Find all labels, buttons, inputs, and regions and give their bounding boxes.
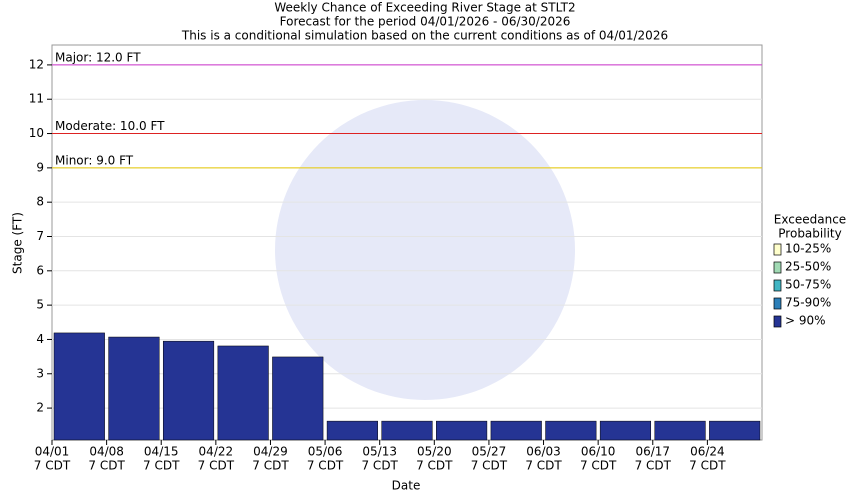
y-tick-label: 4 [36,332,44,346]
x-tick-label: 04/22 [199,445,234,459]
chart-subtitle: Forecast for the period 04/01/2026 - 06/… [280,15,571,29]
x-tick-label: 05/20 [417,445,452,459]
y-tick-label: 10 [29,126,44,140]
y-axis-label: Stage (FT) [11,212,25,274]
bar [108,336,160,441]
bar [436,420,488,441]
bar [381,420,433,441]
x-tick-sublabel: 7 CDT [635,459,672,473]
x-tick-label: 04/08 [89,445,124,459]
y-tick-label: 6 [36,263,44,277]
legend-swatch [773,315,782,328]
x-tick-label: 06/03 [526,445,561,459]
bar [53,332,105,441]
legend-label: 50-75% [785,278,831,292]
x-tick-sublabel: 7 CDT [525,459,562,473]
x-tick-label: 04/29 [253,445,288,459]
y-tick-label: 12 [29,57,44,71]
bar [272,356,324,441]
x-tick-sublabel: 7 CDT [361,459,398,473]
threshold-label: Moderate: 10.0 FT [55,119,165,133]
bar [545,420,597,441]
legend-label: 10-25% [785,242,831,256]
legend-label: > 90% [785,314,826,328]
x-tick-sublabel: 7 CDT [252,459,289,473]
x-tick-sublabel: 7 CDT [307,459,344,473]
legend-label: 75-90% [785,296,831,310]
threshold-label: Major: 12.0 FT [55,50,141,64]
legend-label: 25-50% [785,260,831,274]
x-tick-sublabel: 7 CDT [471,459,508,473]
bar [162,340,215,441]
y-tick-label: 5 [36,298,44,312]
x-tick-label: 05/13 [362,445,397,459]
x-tick-label: 06/10 [581,445,616,459]
x-tick-label: 06/24 [690,445,725,459]
x-tick-label: 05/06 [308,445,343,459]
bar [654,420,706,441]
chart-title: Weekly Chance of Exceeding River Stage a… [274,1,575,15]
x-tick-label: 06/17 [635,445,670,459]
legend-title: Probability [778,227,841,241]
legend-swatch [773,279,782,292]
y-tick-label: 8 [36,195,44,209]
x-tick-sublabel: 7 CDT [580,459,617,473]
x-tick-label: 05/27 [472,445,507,459]
chart-note: This is a conditional simulation based o… [181,29,668,43]
bar [326,420,378,441]
bar [599,420,652,441]
x-tick-sublabel: 7 CDT [34,459,71,473]
x-tick-sublabel: 7 CDT [143,459,180,473]
y-tick-label: 3 [36,366,44,380]
legend-swatch [773,261,782,274]
watermark [275,100,575,400]
x-tick-label: 04/15 [144,445,179,459]
legend-swatch [773,243,782,256]
bar [217,345,269,441]
legend-swatch [773,297,782,310]
x-tick-sublabel: 7 CDT [416,459,453,473]
x-tick-sublabel: 7 CDT [88,459,125,473]
x-axis-label: Date [392,479,421,493]
legend-title: Exceedance [774,213,846,227]
x-tick-sublabel: 7 CDT [689,459,726,473]
y-tick-label: 9 [36,160,44,174]
x-tick-label: 04/01 [35,445,70,459]
bar [490,420,542,441]
x-tick-sublabel: 7 CDT [198,459,235,473]
y-tick-label: 7 [36,229,44,243]
y-tick-label: 2 [36,401,44,415]
y-tick-label: 11 [29,92,44,106]
bar [709,420,761,441]
threshold-label: Minor: 9.0 FT [55,153,134,167]
